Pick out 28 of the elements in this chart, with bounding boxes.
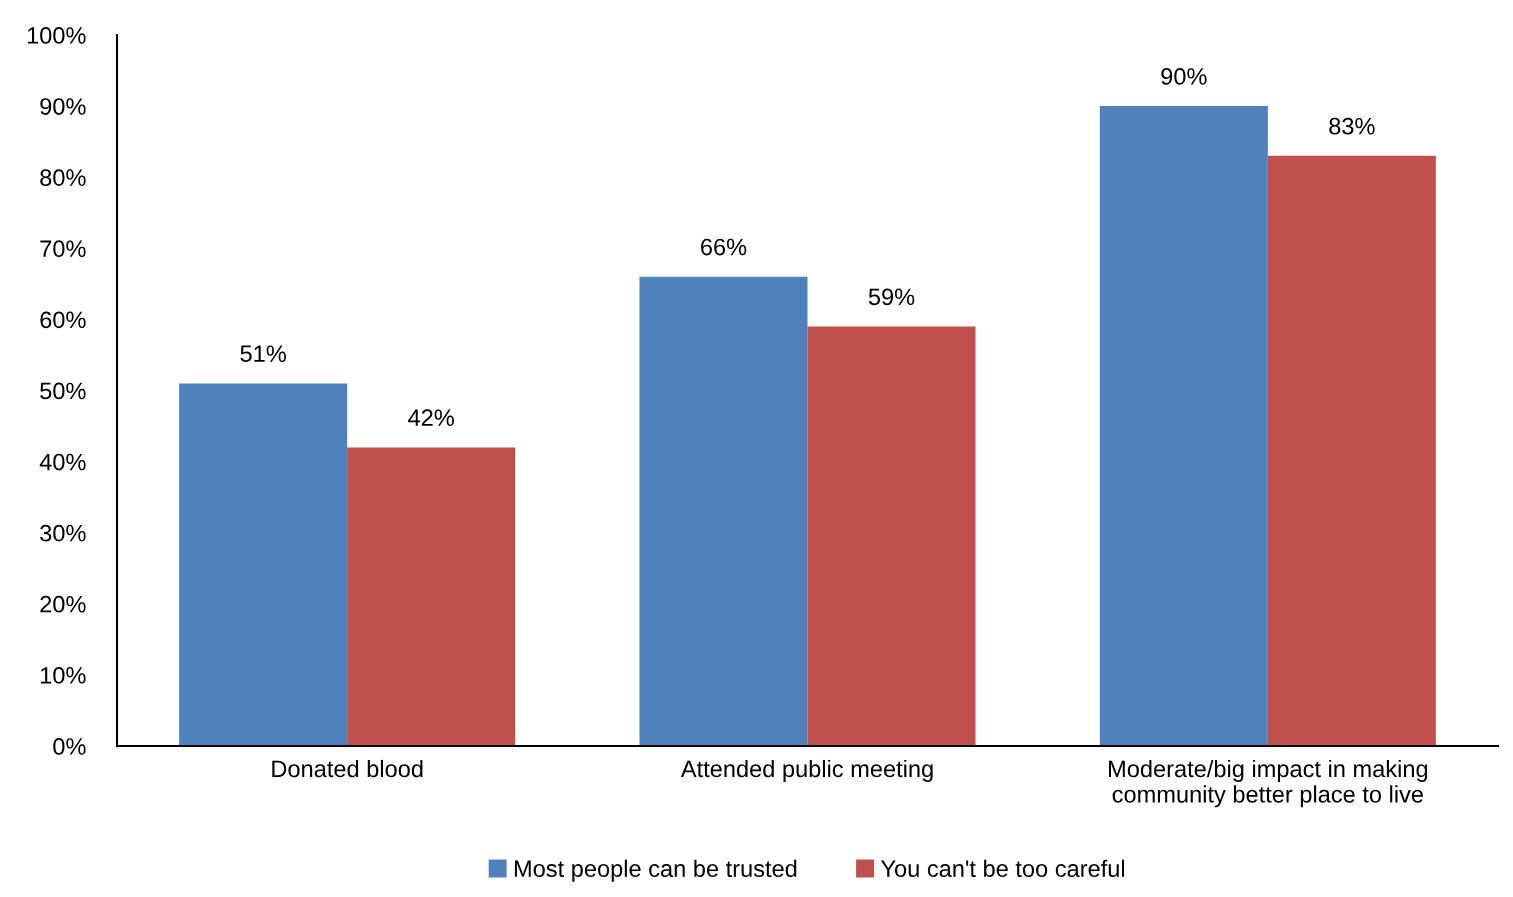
y-tick-label: 30% [40,524,86,542]
bar [347,447,516,746]
data-label: 83% [1329,117,1375,135]
data-label: 59% [868,288,915,306]
bar [179,383,348,746]
y-tick-label: 20% [40,595,86,613]
legend-label: Most people can be trusted [514,859,797,882]
legend-label: You can't be too careful [880,859,1125,878]
data-label: 90% [1161,68,1207,85]
y-tick-label: 60% [40,311,86,329]
y-tick-label: 40% [39,453,86,471]
data-label: 66% [701,238,747,256]
y-tick-label: 10% [40,666,86,684]
y-tick-label: 90% [40,98,86,115]
x-tick-label: Attended public meeting [680,759,933,782]
data-label: 42% [408,409,454,426]
bar [807,326,976,746]
y-tick-label: 100% [27,27,86,44]
y-tick-label: 0% [53,738,86,755]
x-tick-label: Moderate/big impact in making community better place to live [1109,759,1428,808]
data-label: 51% [240,345,286,363]
y-tick-label: 80% [40,169,86,186]
bar [1099,106,1268,746]
bar [639,276,808,746]
x-tick-label: Donated blood [272,759,423,778]
bar [1267,155,1436,746]
y-tick-label: 70% [40,240,86,258]
y-tick-label: 50% [40,382,86,400]
